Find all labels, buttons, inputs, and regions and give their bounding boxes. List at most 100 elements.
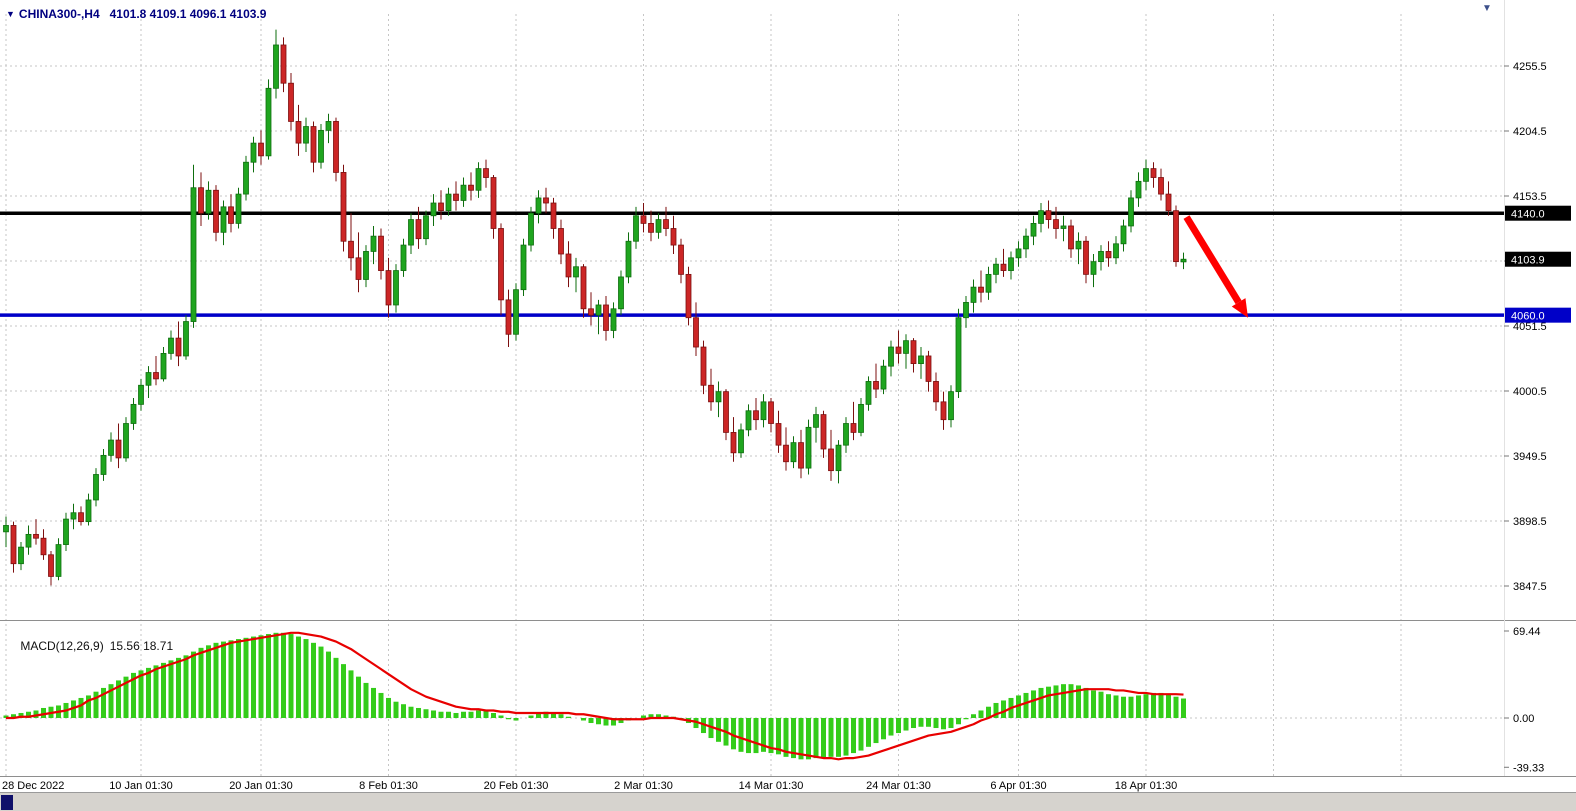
candle	[258, 130, 264, 165]
support-price-badge: 4060.0	[1505, 307, 1571, 323]
candle	[3, 516, 9, 548]
chart-canvas[interactable]: 4255.54204.54153.54102.54051.54000.53949…	[0, 0, 1576, 792]
resistance-price-badge: 4140.0	[1505, 205, 1571, 221]
candle	[460, 177, 467, 207]
candle	[843, 417, 849, 453]
candle	[183, 315, 189, 360]
candle	[498, 223, 504, 316]
candle	[85, 493, 92, 526]
candle	[48, 550, 54, 586]
symbol-dropdown-icon[interactable]: ▼	[6, 9, 15, 19]
candle	[1008, 251, 1014, 280]
candle	[940, 391, 947, 430]
candle	[250, 136, 257, 173]
candle	[903, 334, 909, 369]
chart-scrollbar[interactable]	[0, 792, 1576, 811]
candle	[70, 503, 77, 530]
indicator-label: MACD(12,26,9) 15.56 18.71	[7, 625, 179, 667]
candle	[10, 521, 17, 573]
candle	[333, 117, 339, 182]
candle	[1120, 219, 1127, 252]
candle	[565, 241, 572, 288]
candle	[1038, 203, 1044, 233]
price-axis: 4255.54204.54153.54102.54051.54000.53949…	[1504, 61, 1547, 593]
svg-text:4060.0: 4060.0	[1511, 310, 1545, 322]
candle	[775, 410, 782, 453]
candle	[228, 194, 234, 233]
candle	[895, 330, 902, 364]
candle	[415, 206, 422, 249]
symbol-period: CHINA300-,H4	[18, 7, 100, 21]
candle	[505, 289, 512, 348]
candle	[730, 417, 737, 462]
candle	[295, 104, 302, 156]
candle	[1053, 206, 1059, 239]
candle	[1090, 253, 1097, 288]
candle	[918, 347, 924, 379]
candle	[513, 283, 519, 341]
candle	[948, 385, 954, 428]
candle	[963, 296, 969, 328]
candle	[160, 347, 167, 382]
candle	[1173, 205, 1179, 267]
candle	[993, 257, 999, 284]
time-axis-label: 18 Apr 01:30	[1115, 780, 1177, 792]
candle	[1113, 236, 1119, 265]
candle	[1000, 248, 1007, 277]
candle	[1023, 228, 1029, 258]
price-axis-label: 4000.5	[1513, 386, 1547, 398]
candle	[573, 257, 579, 293]
candlestick-series	[3, 29, 1187, 586]
price-axis-label: 3898.5	[1513, 516, 1547, 528]
candle	[288, 73, 294, 131]
candle	[858, 398, 864, 437]
candle	[115, 423, 122, 469]
candle	[213, 185, 219, 242]
candle	[400, 238, 407, 277]
candle	[93, 468, 99, 507]
candle	[1045, 200, 1052, 229]
candle	[700, 340, 707, 395]
candle	[970, 279, 977, 313]
candle	[265, 79, 272, 160]
candle	[933, 372, 939, 411]
candle	[1135, 172, 1142, 207]
candle	[408, 213, 414, 254]
time-axis-label: 28 Dec 2022	[2, 780, 64, 792]
candle	[535, 190, 542, 224]
candle	[1068, 219, 1074, 258]
indicator-name: MACD(12,26,9)	[20, 639, 104, 653]
candle	[1128, 190, 1134, 233]
macd-axis-label: -39.33	[1513, 762, 1544, 774]
candle	[63, 512, 69, 551]
candle	[280, 37, 287, 93]
macd-signal-line	[6, 631, 1184, 761]
candle	[558, 219, 564, 265]
candle	[243, 155, 249, 201]
candle	[828, 429, 834, 481]
candle	[490, 174, 497, 239]
candle	[40, 529, 47, 560]
candle	[978, 270, 984, 303]
chart-shift-icon[interactable]: ▼	[1482, 3, 1492, 14]
candle	[693, 302, 699, 356]
candle	[603, 296, 609, 341]
candle	[355, 232, 362, 293]
scrollbar-thumb[interactable]	[1, 795, 13, 810]
candle	[430, 194, 437, 226]
candle	[670, 215, 677, 254]
candle	[1083, 236, 1089, 284]
candle	[190, 164, 197, 328]
candle	[955, 308, 962, 399]
candle	[820, 410, 827, 458]
candle	[438, 190, 444, 220]
candle	[130, 398, 137, 430]
candle	[873, 363, 879, 399]
candle	[595, 299, 602, 335]
trend-arrow[interactable]	[1183, 215, 1249, 318]
candle	[483, 159, 489, 188]
candle	[1030, 215, 1037, 246]
candle	[880, 359, 887, 395]
candle	[723, 389, 729, 441]
candle	[625, 232, 632, 284]
